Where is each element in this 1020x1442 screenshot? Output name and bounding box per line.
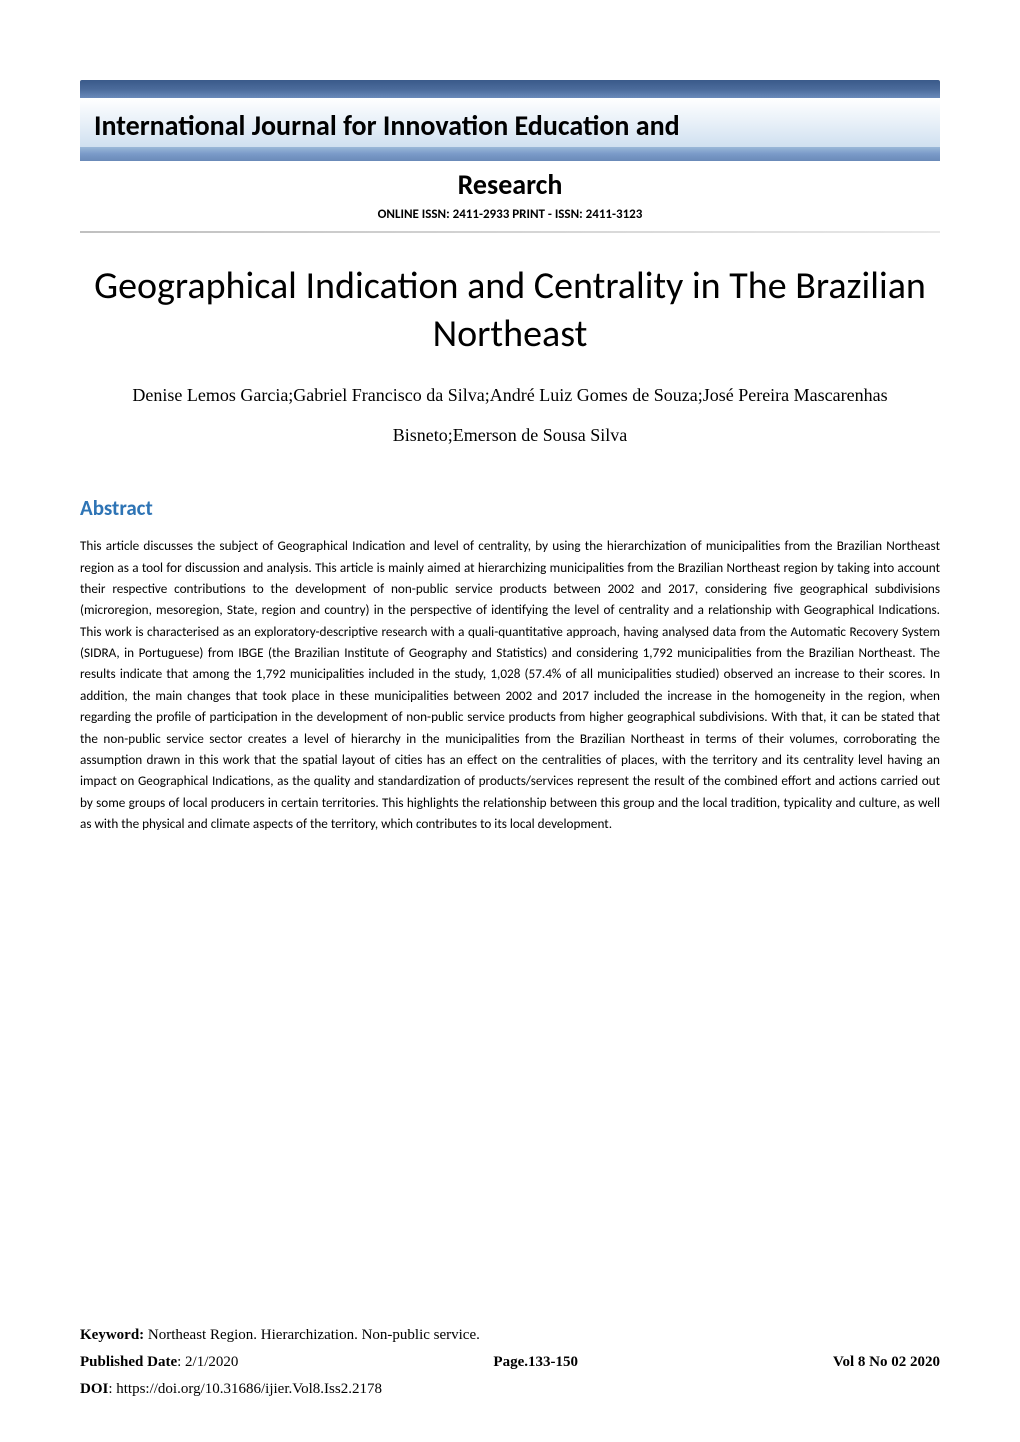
issn-text: ONLINE ISSN: 2411-2933 PRINT - ISSN: 241… <box>378 207 643 222</box>
journal-title: International Journal for Innovation Edu… <box>94 108 680 143</box>
authors-line: Denise Lemos Garcia;Gabriel Francisco da… <box>80 376 940 455</box>
doi-label: DOI <box>80 1381 108 1397</box>
published-date: Published Date: 2/1/2020 <box>80 1354 238 1371</box>
published-row: Published Date: 2/1/2020 Page.133-150 Vo… <box>80 1354 940 1371</box>
keyword-label: Keyword: <box>80 1327 144 1343</box>
doi-value: : https://doi.org/10.31686/ijier.Vol8.Is… <box>108 1381 382 1397</box>
journal-title-word-research: Research <box>458 167 563 202</box>
page-footer: Keyword: Northeast Region. Hierarchizati… <box>80 1327 940 1398</box>
journal-banner: International Journal for Innovation Edu… <box>80 80 940 233</box>
banner-research-row: Research <box>80 161 940 204</box>
banner-title-row: International Journal for Innovation Edu… <box>80 98 940 147</box>
issn-row: ONLINE ISSN: 2411-2933 PRINT - ISSN: 241… <box>80 204 940 231</box>
abstract-heading: Abstract <box>80 495 940 521</box>
banner-mid-stripe <box>80 147 940 161</box>
banner-underline <box>80 231 940 233</box>
keyword-text: Northeast Region. Hierarchization. Non-p… <box>144 1327 480 1343</box>
keyword-row: Keyword: Northeast Region. Hierarchizati… <box>80 1327 940 1344</box>
abstract-body: This article discusses the subject of Ge… <box>80 535 940 834</box>
article-title: Geographical Indication and Centrality i… <box>80 263 940 358</box>
volume-issue: Vol 8 No 02 2020 <box>833 1354 940 1371</box>
doi-row: DOI: https://doi.org/10.31686/ijier.Vol8… <box>80 1381 940 1398</box>
published-label: Published Date <box>80 1354 177 1370</box>
published-value: : 2/1/2020 <box>177 1354 238 1370</box>
page-range: Page.133-150 <box>238 1354 833 1371</box>
banner-top-stripe <box>80 80 940 98</box>
